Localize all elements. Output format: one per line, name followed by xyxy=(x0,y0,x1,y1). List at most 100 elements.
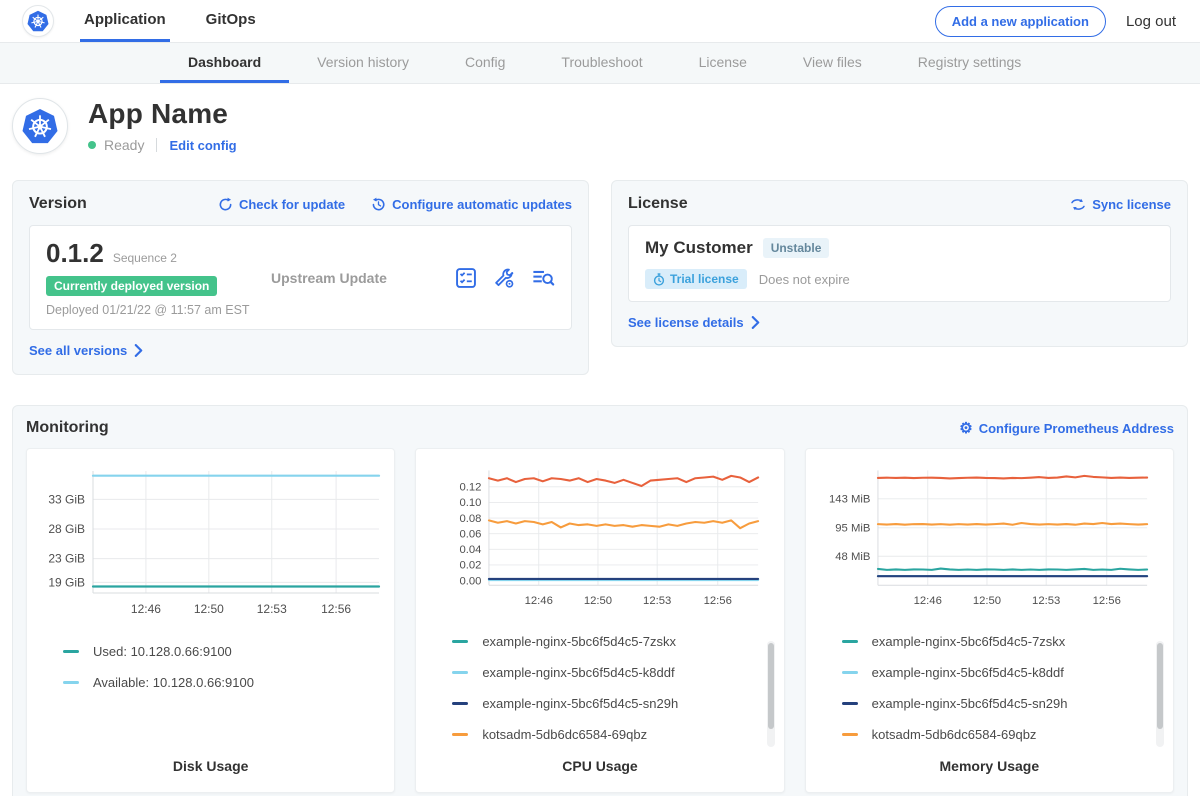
kubernetes-icon xyxy=(27,10,49,32)
tab-dashboard[interactable]: Dashboard xyxy=(160,43,290,83)
check-for-update-link[interactable]: Check for update xyxy=(218,197,345,212)
chart-title: Disk Usage xyxy=(172,758,249,774)
chart-legend: Used: 10.128.0.66:9100 Available: 10.128.… xyxy=(63,644,394,758)
legend-label: example-nginx-5bc6f5d4c5-7zskx xyxy=(482,634,676,649)
version-card: Version Check for update Configure au xyxy=(12,180,589,375)
legend-scrollbar-thumb[interactable] xyxy=(1156,643,1163,729)
app-avatar xyxy=(12,98,68,154)
cpu-usage-plot: 0.00 0.02 0.04 0.06 0.08 0.10 0.12 12:46 12:50 12… xyxy=(459,470,760,607)
tab-troubleshoot[interactable]: Troubleshoot xyxy=(561,53,643,70)
brand-logo[interactable] xyxy=(22,0,54,42)
preflight-checks-button[interactable] xyxy=(455,267,477,289)
legend-color-dash xyxy=(63,650,79,653)
refresh-icon xyxy=(219,197,232,210)
legend-item: kotsadm-5db6dc6584-69qbz xyxy=(452,727,783,742)
legend-item: example-nginx-5bc6f5d4c5-k8ddf xyxy=(841,665,1173,680)
legend-label: example-nginx-5bc6f5d4c5-sn29h xyxy=(482,696,679,711)
see-license-details-link[interactable]: See license details xyxy=(628,315,761,330)
legend-color-dash xyxy=(841,671,858,674)
legend-color-dash xyxy=(841,733,858,736)
edit-config-link[interactable]: Edit config xyxy=(169,137,237,153)
divider xyxy=(156,138,158,152)
edit-config-version-button[interactable] xyxy=(493,267,515,289)
legend-item: kotsadm-5db6dc6584-69qbz xyxy=(841,727,1173,742)
configure-prometheus-label: Configure Prometheus Address xyxy=(978,420,1174,436)
svg-text:0.06: 0.06 xyxy=(459,528,481,540)
app-tab-bar: Dashboard Version history Config Troublesho… xyxy=(0,42,1200,84)
legend-item: example-nginx-5bc6f5d4c5-k8ddf xyxy=(452,665,783,680)
chart-legend: example-nginx-5bc6f5d4c5-7zskx example-ng… xyxy=(452,634,783,758)
view-deploy-logs-button[interactable] xyxy=(531,267,555,289)
stopwatch-icon xyxy=(653,272,665,286)
topnav-item-application[interactable]: Application xyxy=(80,0,170,42)
clock-history-icon xyxy=(372,197,385,210)
tab-version-history[interactable]: Version history xyxy=(317,53,409,70)
trial-license-badge: Trial license xyxy=(645,269,747,289)
tab-view-files[interactable]: View files xyxy=(802,53,862,70)
configure-prometheus-link[interactable]: ⚙ Configure Prometheus Address xyxy=(959,421,1174,436)
svg-text:12:50: 12:50 xyxy=(584,595,612,607)
top-nav: Application GitOps Add a new application… xyxy=(0,0,1200,42)
legend-item: example-nginx-5bc6f5d4c5-7zskx xyxy=(452,634,783,649)
tab-registry-settings[interactable]: Registry settings xyxy=(917,53,1022,70)
legend-color-dash xyxy=(841,702,858,705)
chart-legend: example-nginx-5bc6f5d4c5-7zskx example-ng… xyxy=(841,634,1173,758)
svg-text:0.00: 0.00 xyxy=(459,575,481,587)
svg-text:12:53: 12:53 xyxy=(643,595,671,607)
disk-usage-plot: 19 GiB 23 GiB 28 GiB 33 GiB 12:46 12:50 12:53 1… xyxy=(48,471,380,616)
chart-title: CPU Usage xyxy=(562,758,638,774)
status-dot xyxy=(88,141,96,149)
legend-label: example-nginx-5bc6f5d4c5-7zskx xyxy=(871,634,1066,649)
legend-scrollbar[interactable] xyxy=(1155,641,1164,747)
chevron-right-icon xyxy=(751,316,759,329)
version-source-label: Upstream Update xyxy=(271,269,387,286)
memory-usage-plot: 48 MiB 95 MiB 143 MiB 12:46 12:50 12:53 12:56 xyxy=(829,470,1149,607)
tab-config[interactable]: Config xyxy=(464,53,506,70)
svg-text:12:53: 12:53 xyxy=(1032,595,1060,607)
version-card-title: Version xyxy=(29,195,87,212)
preflight-checklist-icon xyxy=(456,267,476,288)
svg-text:12:56: 12:56 xyxy=(1093,595,1121,607)
svg-text:0.04: 0.04 xyxy=(459,544,481,556)
sync-license-link[interactable]: Sync license xyxy=(1070,197,1171,212)
legend-scrollbar-thumb[interactable] xyxy=(767,643,774,729)
legend-color-dash xyxy=(452,702,469,705)
legend-label: kotsadm-5db6dc6584-69qbz xyxy=(482,727,648,742)
add-new-application-button[interactable]: Add a new application xyxy=(934,5,1106,37)
version-number: 0.1.2 xyxy=(46,238,104,268)
monitoring-title: Monitoring xyxy=(26,419,109,436)
app-header: App Name Ready Edit config xyxy=(0,84,1200,170)
topnav-item-gitops[interactable]: GitOps xyxy=(205,11,256,28)
status-text: Ready xyxy=(104,137,145,153)
deployed-timestamp: Deployed 01/21/22 @ 11:57 am EST xyxy=(46,303,250,317)
legend-label: example-nginx-5bc6f5d4c5-k8ddf xyxy=(482,665,675,680)
svg-text:33 GiB: 33 GiB xyxy=(48,492,85,506)
legend-label: kotsadm-5db6dc6584-69qbz xyxy=(871,727,1037,742)
sequence-label: Sequence 2 xyxy=(112,251,177,265)
svg-text:0.02: 0.02 xyxy=(459,560,481,572)
see-all-versions-label: See all versions xyxy=(29,343,128,358)
kubernetes-icon xyxy=(22,109,58,144)
svg-text:12:56: 12:56 xyxy=(321,602,351,616)
check-for-update-label: Check for update xyxy=(238,196,346,212)
svg-text:12:50: 12:50 xyxy=(193,602,223,616)
logout-button[interactable]: Log out xyxy=(1125,12,1176,30)
legend-color-dash xyxy=(63,681,79,684)
legend-label: Used: 10.128.0.66:9100 xyxy=(93,644,232,659)
tab-license[interactable]: License xyxy=(698,53,747,70)
legend-label: example-nginx-5bc6f5d4c5-k8ddf xyxy=(871,665,1064,680)
legend-label: Available: 10.128.0.66:9100 xyxy=(93,675,254,690)
configure-automatic-updates-link[interactable]: Configure automatic updates xyxy=(371,197,572,212)
license-card: License Sync license My Customer Unstabl… xyxy=(611,180,1188,347)
customer-name: My Customer xyxy=(645,238,753,257)
trial-license-label: Trial license xyxy=(670,272,739,286)
legend-color-dash xyxy=(452,733,469,736)
see-all-versions-link[interactable]: See all versions xyxy=(29,343,144,358)
sync-arrows-icon xyxy=(1071,198,1085,210)
page-title: App Name xyxy=(88,98,229,129)
chart-title: Memory Usage xyxy=(939,758,1040,774)
cpu-usage-chart-card: 0.00 0.02 0.04 0.06 0.08 0.10 0.12 12:46 12:50 12… xyxy=(415,448,785,793)
svg-text:28 GiB: 28 GiB xyxy=(48,522,85,536)
sync-license-label: Sync license xyxy=(1092,196,1171,212)
legend-scrollbar[interactable] xyxy=(766,641,775,747)
